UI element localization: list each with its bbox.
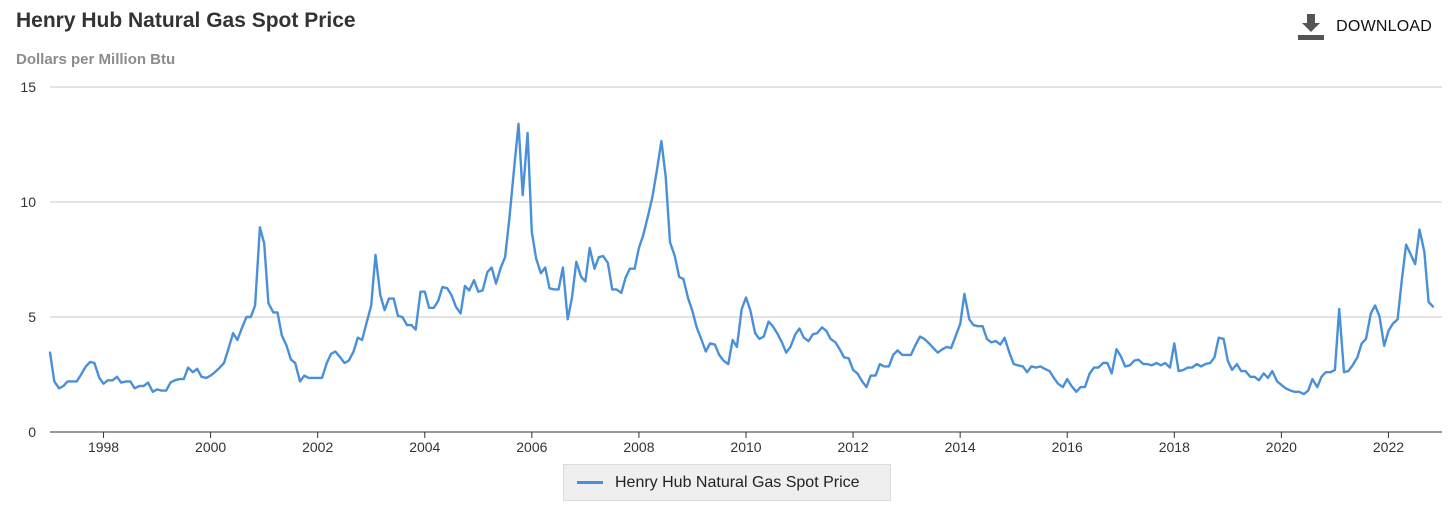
x-tick-label: 2006 — [516, 439, 547, 455]
x-tick-label: 2004 — [409, 439, 440, 455]
series-line — [48, 122, 1435, 396]
x-axis: 1998 2000 2002 2004 2006 2008 2010 2012 2014 2016… — [50, 431, 1442, 455]
y-tick-label: 0 — [28, 424, 36, 440]
x-tick-label: 1998 — [88, 439, 119, 455]
download-label: DOWNLOAD — [1336, 18, 1432, 35]
x-tick-label: 2010 — [730, 439, 761, 455]
x-tick-label: 2008 — [623, 439, 654, 455]
series-layer — [48, 122, 1435, 396]
y-tick-label: 5 — [28, 309, 36, 325]
chart-subtitle: Dollars per Million Btu — [16, 51, 176, 68]
legend-item[interactable]: Henry Hub Natural Gas Spot Price — [563, 464, 891, 501]
x-tick-label: 2020 — [1266, 439, 1297, 455]
x-tick-label: 2016 — [1052, 439, 1083, 455]
chart-title: Henry Hub Natural Gas Spot Price — [16, 9, 356, 32]
y-axis-ticks: 0 5 10 15 — [20, 79, 36, 440]
x-tick-label: 2022 — [1373, 439, 1404, 455]
x-tick-label: 2018 — [1159, 439, 1190, 455]
x-tick-label: 2014 — [945, 439, 976, 455]
x-tick-label: 2012 — [837, 439, 868, 455]
y-tick-label: 15 — [20, 79, 36, 95]
x-tick-label: 2000 — [195, 439, 226, 455]
grid-lines — [50, 86, 1442, 318]
legend-swatch — [577, 481, 603, 484]
download-button[interactable]: DOWNLOAD — [1298, 14, 1432, 40]
x-tick-label: 2002 — [302, 439, 333, 455]
y-tick-label: 10 — [20, 194, 36, 210]
download-icon — [1298, 14, 1325, 40]
legend-label: Henry Hub Natural Gas Spot Price — [615, 473, 860, 491]
